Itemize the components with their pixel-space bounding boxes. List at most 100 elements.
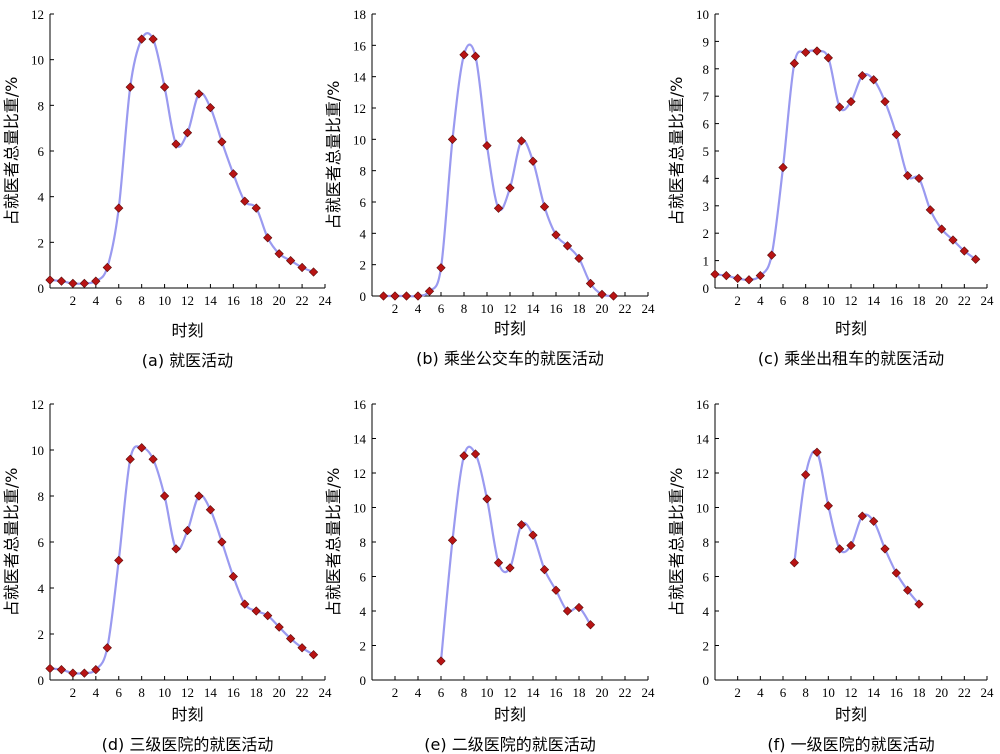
y-tick-label: 2 — [703, 226, 710, 241]
y-tick-label: 7 — [703, 89, 710, 104]
y-tick-label: 0 — [38, 281, 45, 296]
y-tick-label: 6 — [38, 535, 45, 550]
data-point — [937, 224, 947, 234]
x-tick-label: 24 — [642, 685, 656, 700]
x-tick-label: 20 — [935, 685, 948, 700]
data-point — [79, 668, 89, 678]
data-point — [551, 230, 561, 240]
x-tick-label: 2 — [70, 293, 77, 308]
y-tick-label: 14 — [696, 432, 710, 447]
x-tick-label: 10 — [481, 301, 494, 316]
panel-caption: (d) 三级医院的就医活动 — [102, 735, 274, 754]
data-point — [114, 203, 124, 213]
x-tick-label: 6 — [116, 293, 123, 308]
data-point — [205, 505, 216, 515]
data-point — [505, 183, 515, 193]
data-point — [528, 530, 538, 540]
data-point — [551, 585, 561, 595]
x-tick-label: 2 — [734, 293, 741, 308]
data-point — [45, 663, 55, 674]
x-tick-label: 12 — [845, 685, 858, 700]
data-point — [801, 47, 811, 57]
x-tick-label: 18 — [913, 293, 926, 308]
y-tick-label: 2 — [703, 639, 710, 654]
data-point — [482, 494, 492, 504]
data-point — [286, 633, 296, 644]
x-tick-label: 16 — [890, 293, 904, 308]
x-tick-label: 8 — [138, 685, 145, 700]
x-tick-label: 6 — [438, 685, 445, 700]
data-point — [447, 134, 458, 144]
data-point — [251, 606, 261, 616]
data-point — [493, 558, 504, 568]
data-point — [721, 271, 731, 281]
x-tick-label: 4 — [415, 301, 422, 316]
data-point — [459, 50, 469, 60]
data-point — [68, 278, 78, 289]
panel-caption: (e) 二级医院的就医活动 — [424, 735, 595, 754]
data-point — [914, 599, 924, 609]
y-tick-label: 4 — [360, 604, 367, 619]
data-point — [846, 97, 856, 107]
y-tick-label: 1 — [703, 254, 710, 269]
data-point — [217, 137, 227, 147]
data-point — [148, 454, 158, 464]
x-tick-label: 2 — [392, 301, 399, 316]
data-point — [274, 622, 284, 632]
x-tick-label: 4 — [93, 293, 100, 308]
x-tick-label: 6 — [116, 685, 123, 700]
data-point — [801, 470, 811, 480]
data-point — [812, 447, 822, 457]
data-point — [857, 71, 867, 81]
data-point — [263, 233, 273, 243]
data-point — [891, 129, 901, 140]
data-point — [308, 267, 319, 277]
data-point — [56, 276, 67, 286]
x-tick-label: 8 — [461, 301, 468, 316]
data-point — [125, 82, 135, 92]
x-tick-label: 8 — [802, 293, 809, 308]
panel-caption: (c) 乘坐出租车的就医活动 — [758, 349, 944, 368]
data-point — [102, 262, 112, 273]
panel-caption: (f) 一级医院的就医活动 — [767, 735, 934, 754]
data-point — [137, 34, 147, 44]
x-tick-label: 12 — [845, 293, 858, 308]
x-tick-label: 2 — [70, 685, 77, 700]
data-point — [959, 246, 969, 256]
data-point — [159, 491, 170, 501]
data-point — [56, 665, 67, 675]
x-tick-label: 10 — [158, 293, 171, 308]
data-point — [447, 535, 458, 545]
x-tick-label: 20 — [935, 293, 948, 308]
data-point — [240, 599, 250, 609]
x-axis-title: 时刻 — [494, 319, 526, 338]
series-line — [383, 43, 614, 298]
x-tick-label: 6 — [438, 301, 445, 316]
y-tick-label: 6 — [360, 195, 367, 210]
y-tick-label: 10 — [31, 443, 44, 458]
data-point — [217, 537, 227, 547]
y-axis-title: 占就医者总量比重/% — [667, 77, 686, 226]
data-point — [914, 173, 924, 184]
data-point — [182, 525, 193, 536]
data-point — [286, 255, 296, 266]
data-point — [869, 75, 879, 85]
data-point — [789, 558, 799, 568]
data-point — [470, 449, 481, 459]
data-point — [971, 254, 981, 264]
data-point — [880, 544, 890, 554]
panel-caption: (b) 乘坐公交车的就医活动 — [416, 349, 604, 368]
data-point — [789, 58, 799, 68]
x-tick-label: 6 — [780, 293, 787, 308]
x-tick-label: 18 — [573, 685, 586, 700]
y-tick-label: 6 — [360, 570, 367, 585]
data-point — [539, 202, 550, 212]
data-point — [401, 291, 412, 301]
data-point — [891, 568, 901, 578]
x-tick-label: 24 — [319, 685, 333, 700]
data-point — [857, 511, 867, 521]
y-tick-label: 4 — [38, 190, 45, 205]
x-tick-label: 24 — [981, 685, 995, 700]
